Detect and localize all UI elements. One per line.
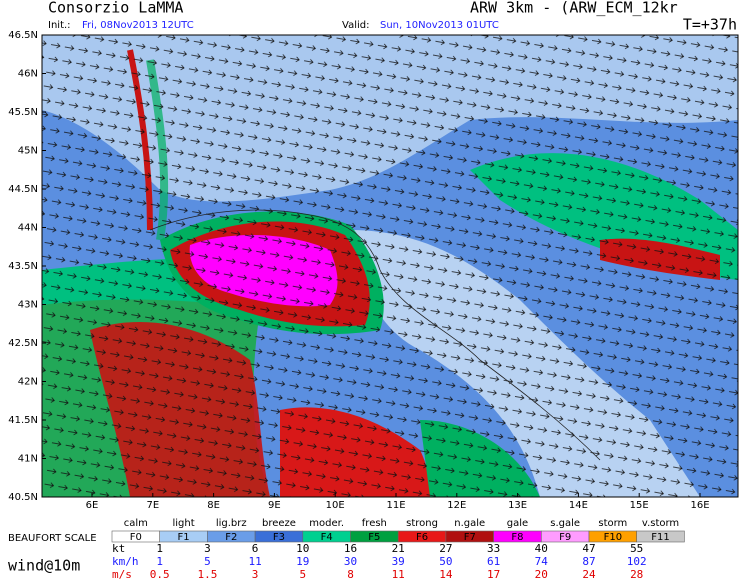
scale-value: 11 xyxy=(248,555,261,568)
scale-value: 27 xyxy=(439,542,452,555)
lon-label: 7E xyxy=(146,500,159,511)
scale-value: 102 xyxy=(627,555,647,568)
unit-label: m/s xyxy=(112,568,132,580)
scale-name: s.gale xyxy=(550,518,580,529)
scale-value: 30 xyxy=(344,555,357,568)
lead: T=+37h xyxy=(683,16,737,34)
scale-name: v.storm xyxy=(642,518,679,529)
force-label: F5 xyxy=(368,532,380,543)
lat-label: 43.5N xyxy=(8,261,38,272)
map xyxy=(42,35,738,497)
scale-value: 40 xyxy=(535,542,548,555)
force-label: F6 xyxy=(416,532,428,543)
scale-value: 5 xyxy=(299,568,306,580)
lon-label: 8E xyxy=(207,500,220,511)
scale-value: 17 xyxy=(487,568,500,580)
lon-label: 15E xyxy=(630,500,649,511)
lat-label: 46N xyxy=(18,69,38,80)
scale-value: 20 xyxy=(535,568,548,580)
force-label: F8 xyxy=(511,532,523,543)
lat-label: 41N xyxy=(18,454,38,465)
init: Fri, 08Nov2013 12UTC xyxy=(82,20,194,31)
scale-value: 11 xyxy=(392,568,405,580)
lon-label: 6E xyxy=(86,500,99,511)
lat-label: 45.5N xyxy=(8,107,38,118)
scale-name: fresh xyxy=(362,518,387,529)
force-label: F3 xyxy=(273,532,285,543)
scale-value: 1 xyxy=(156,542,163,555)
scale-name: strong xyxy=(406,518,438,529)
valid-label: Valid: xyxy=(342,20,369,31)
lat-label: 43N xyxy=(18,300,38,311)
scale-name: gale xyxy=(507,518,528,529)
lon-label: 11E xyxy=(386,500,405,511)
force-label: F10 xyxy=(604,532,622,543)
scale-value: 55 xyxy=(630,542,643,555)
force-label: F1 xyxy=(177,532,189,543)
scale-value: 6 xyxy=(252,542,259,555)
force-label: F11 xyxy=(651,532,669,543)
lat-label: 41.5N xyxy=(8,415,38,426)
lat-label: 42.5N xyxy=(8,338,38,349)
lon-label: 10E xyxy=(326,500,345,511)
org: Consorzio LaMMA xyxy=(48,0,183,17)
scale-name: calm xyxy=(124,518,148,529)
scale-name: lig.brz xyxy=(216,518,247,529)
lon-label: 12E xyxy=(447,500,466,511)
scale-name: light xyxy=(172,518,194,529)
model: ARW 3km - (ARW_ECM_12kr xyxy=(470,0,678,17)
scale-value: 16 xyxy=(344,542,357,555)
scale-value: 47 xyxy=(582,542,595,555)
legend-field: wind@10m xyxy=(8,557,80,575)
force-label: F9 xyxy=(559,532,571,543)
scale-value: 10 xyxy=(296,542,309,555)
lat-label: 40.5N xyxy=(8,492,38,503)
scale-value: 3 xyxy=(204,542,211,555)
scale-cell xyxy=(636,530,685,543)
scale-value: 50 xyxy=(439,555,452,568)
scale-value: 5 xyxy=(204,555,211,568)
scale-name: moder. xyxy=(309,518,344,529)
scale-value: 33 xyxy=(487,542,500,555)
scale-value: 39 xyxy=(392,555,405,568)
force-label: F0 xyxy=(130,532,142,543)
scale-value: 19 xyxy=(296,555,309,568)
unit-label: km/h xyxy=(112,555,139,568)
scale-value: 21 xyxy=(392,542,405,555)
force-label: F4 xyxy=(321,532,333,543)
scale-name: storm xyxy=(598,518,627,529)
scale-value: 8 xyxy=(347,568,354,580)
scale-name: n.gale xyxy=(454,518,485,529)
force-label: F7 xyxy=(464,532,476,543)
scale-value: 14 xyxy=(439,568,453,580)
scale-value: 61 xyxy=(487,555,500,568)
init-label: Init.: xyxy=(48,20,71,31)
scale-value: 28 xyxy=(630,568,643,580)
lat-label: 44N xyxy=(18,223,38,234)
scale-value: 24 xyxy=(582,568,596,580)
scale-value: 1.5 xyxy=(197,568,217,580)
lat-label: 42N xyxy=(18,377,38,388)
lon-label: 13E xyxy=(508,500,527,511)
valid: Sun, 10Nov2013 01UTC xyxy=(380,20,499,31)
legend-title: BEAUFORT SCALE xyxy=(8,533,97,544)
unit-label: kt xyxy=(112,542,125,555)
lat-label: 46.5N xyxy=(8,30,38,41)
lon-label: 16E xyxy=(690,500,709,511)
scale-name: breeze xyxy=(262,518,296,529)
scale-value: 74 xyxy=(535,555,549,568)
lat-label: 45N xyxy=(18,146,38,157)
scale-value: 3 xyxy=(252,568,259,580)
scale-value: 0.5 xyxy=(150,568,170,580)
scale-value: 1 xyxy=(156,555,163,568)
lon-label: 14E xyxy=(569,500,588,511)
scale-value: 87 xyxy=(582,555,595,568)
lon-label: 9E xyxy=(268,500,281,511)
force-label: F2 xyxy=(225,532,237,543)
lat-label: 44.5N xyxy=(8,184,38,195)
